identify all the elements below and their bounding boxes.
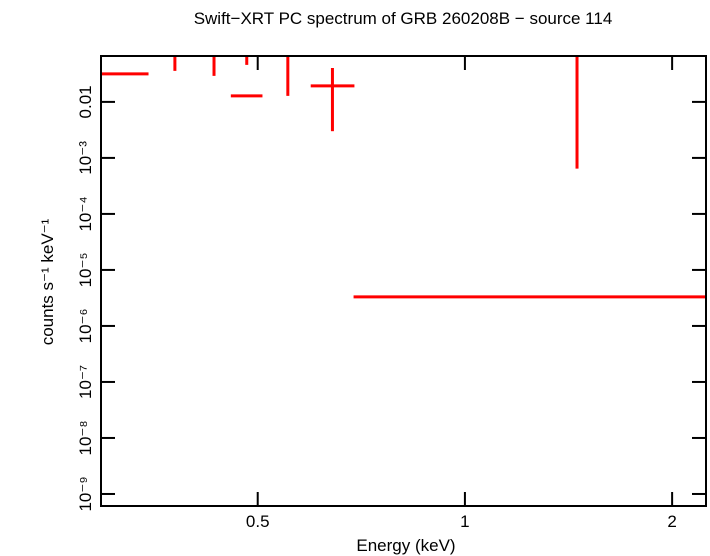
y-tick-label: 10⁻³ <box>76 141 95 175</box>
plot-frame <box>100 55 707 507</box>
y-tick-label: 10⁻⁵ <box>76 252 95 287</box>
x-tick-label: 1 <box>460 512 469 531</box>
x-tick-label: 0.5 <box>246 512 270 531</box>
x-tick-label: 2 <box>667 512 676 531</box>
chart-title: Swift−XRT PC spectrum of GRB 260208B − s… <box>194 9 613 28</box>
y-tick-label: 10⁻⁷ <box>76 365 95 399</box>
y-tick-label: 10⁻⁴ <box>76 196 95 231</box>
plot-area <box>101 56 706 299</box>
y-axis-label: counts s⁻¹ keV⁻¹ <box>38 218 57 345</box>
x-axis-label: Energy (keV) <box>356 536 455 555</box>
y-tick-label: 10⁻⁶ <box>76 308 95 343</box>
y-tick-label: 0.01 <box>76 85 95 118</box>
y-tick-label: 10⁻⁸ <box>76 420 95 455</box>
y-tick-label: 10⁻⁹ <box>76 476 95 511</box>
